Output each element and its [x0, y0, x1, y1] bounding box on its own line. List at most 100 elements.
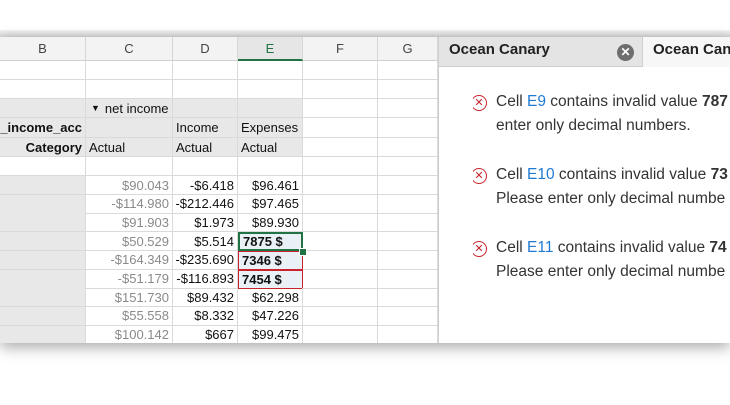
header-cell[interactable]: Income — [173, 118, 238, 138]
cell[interactable] — [238, 61, 303, 80]
header-cell[interactable]: Expenses — [238, 118, 303, 138]
header-cell[interactable]: Actual — [86, 138, 173, 157]
cell[interactable] — [303, 232, 378, 252]
cell[interactable] — [378, 194, 438, 214]
cell[interactable] — [378, 269, 438, 289]
row-label-cell[interactable] — [0, 194, 86, 214]
cell[interactable] — [0, 80, 86, 99]
column-header-g[interactable]: G — [378, 37, 438, 61]
tab-ocean-canary-2[interactable]: Ocean Canary — [643, 37, 730, 67]
cell[interactable] — [378, 213, 438, 233]
row-label-cell[interactable] — [0, 288, 86, 308]
cell[interactable] — [378, 325, 438, 343]
data-cell[interactable]: $5.514 — [173, 232, 238, 252]
cell[interactable] — [173, 61, 238, 80]
cell[interactable] — [378, 138, 438, 157]
header-cell[interactable]: Actual — [238, 138, 303, 157]
cell[interactable] — [378, 118, 438, 138]
row-label-cell[interactable] — [0, 306, 86, 326]
cell[interactable] — [0, 61, 86, 80]
column-header-d[interactable]: D — [173, 37, 238, 61]
fill-handle[interactable] — [299, 248, 307, 257]
cell[interactable] — [173, 157, 238, 176]
row-label-cell[interactable] — [0, 269, 86, 289]
cell[interactable] — [303, 138, 378, 157]
filter-dropdown-icon[interactable]: ▼ — [91, 103, 100, 113]
data-cell[interactable]: $151.730 — [86, 288, 173, 308]
data-cell[interactable]: -$212.446 — [173, 194, 238, 214]
row-label-cell[interactable] — [0, 176, 86, 195]
data-cell[interactable]: -$116.893 — [173, 269, 238, 289]
header-cell[interactable]: A_income_acc — [0, 118, 86, 138]
header-cell[interactable]: Category — [0, 138, 86, 157]
data-cell[interactable]: -$235.690 — [173, 250, 238, 270]
data-cell[interactable]: $96.461 — [238, 176, 303, 195]
cell[interactable] — [378, 80, 438, 99]
cell-link[interactable]: E10 — [527, 166, 555, 183]
data-cell[interactable]: $89.930 — [238, 213, 303, 233]
column-header-f[interactable]: F — [303, 37, 378, 61]
data-cell[interactable]: $90.043 — [86, 176, 173, 195]
header-cell[interactable]: ▼ net income — [86, 99, 173, 118]
header-cell[interactable] — [173, 99, 238, 118]
cell[interactable] — [378, 99, 438, 118]
cell[interactable] — [303, 306, 378, 326]
column-header-c[interactable]: C — [86, 37, 173, 61]
data-cell[interactable]: $99.475 — [238, 325, 303, 343]
close-icon[interactable]: ✕ — [617, 44, 634, 61]
cell[interactable] — [378, 61, 438, 80]
cell[interactable] — [0, 157, 86, 176]
cell[interactable] — [303, 157, 378, 176]
data-cell[interactable]: $97.465 — [238, 194, 303, 214]
cell[interactable] — [303, 250, 378, 270]
cell[interactable] — [238, 80, 303, 99]
invalid-cell[interactable]: 7875 $ — [238, 232, 303, 252]
header-cell[interactable] — [238, 99, 303, 118]
cell[interactable] — [303, 176, 378, 195]
data-cell[interactable]: $91.903 — [86, 213, 173, 233]
column-header-e[interactable]: E — [238, 37, 303, 61]
data-cell[interactable]: -$114.980 — [86, 194, 173, 214]
data-cell[interactable]: $89.432 — [173, 288, 238, 308]
cell[interactable] — [303, 213, 378, 233]
cell[interactable] — [303, 99, 378, 118]
invalid-cell[interactable]: 7454 $ — [238, 269, 303, 289]
row-label-cell[interactable] — [0, 232, 86, 252]
cell[interactable] — [86, 80, 173, 99]
header-cell[interactable]: Actual — [173, 138, 238, 157]
cell-link[interactable]: E11 — [527, 239, 554, 256]
cell[interactable] — [303, 61, 378, 80]
cell[interactable] — [303, 118, 378, 138]
cell[interactable] — [378, 250, 438, 270]
data-cell[interactable]: $1.973 — [173, 213, 238, 233]
data-cell[interactable]: $50.529 — [86, 232, 173, 252]
cell[interactable] — [378, 176, 438, 195]
cell[interactable] — [303, 288, 378, 308]
cell[interactable] — [303, 80, 378, 99]
cell[interactable] — [378, 157, 438, 176]
cell[interactable] — [86, 61, 173, 80]
cell[interactable] — [86, 157, 173, 176]
cell[interactable] — [303, 325, 378, 343]
cell[interactable] — [378, 232, 438, 252]
row-label-cell[interactable] — [0, 250, 86, 270]
cell[interactable] — [378, 288, 438, 308]
data-cell[interactable]: -$6.418 — [173, 176, 238, 195]
cell[interactable] — [378, 306, 438, 326]
cell[interactable] — [238, 157, 303, 176]
data-cell[interactable]: $47.226 — [238, 306, 303, 326]
column-header-b[interactable]: B — [0, 37, 86, 61]
cell-grid[interactable]: ▼ net income A_income_acc Income Expenses Cat… — [0, 61, 438, 343]
cell[interactable] — [303, 269, 378, 289]
row-label-cell[interactable] — [0, 213, 86, 233]
cell[interactable] — [173, 80, 238, 99]
data-cell[interactable]: -$51.179 — [86, 269, 173, 289]
data-cell[interactable]: $667 — [173, 325, 238, 343]
cell[interactable] — [303, 194, 378, 214]
data-cell[interactable]: -$164.349 — [86, 250, 173, 270]
data-cell[interactable]: $62.298 — [238, 288, 303, 308]
cell-link[interactable]: E9 — [527, 93, 546, 110]
tab-ocean-canary[interactable]: Ocean Canary ✕ — [439, 37, 643, 67]
row-label-cell[interactable] — [0, 325, 86, 343]
header-cell[interactable] — [0, 99, 86, 118]
